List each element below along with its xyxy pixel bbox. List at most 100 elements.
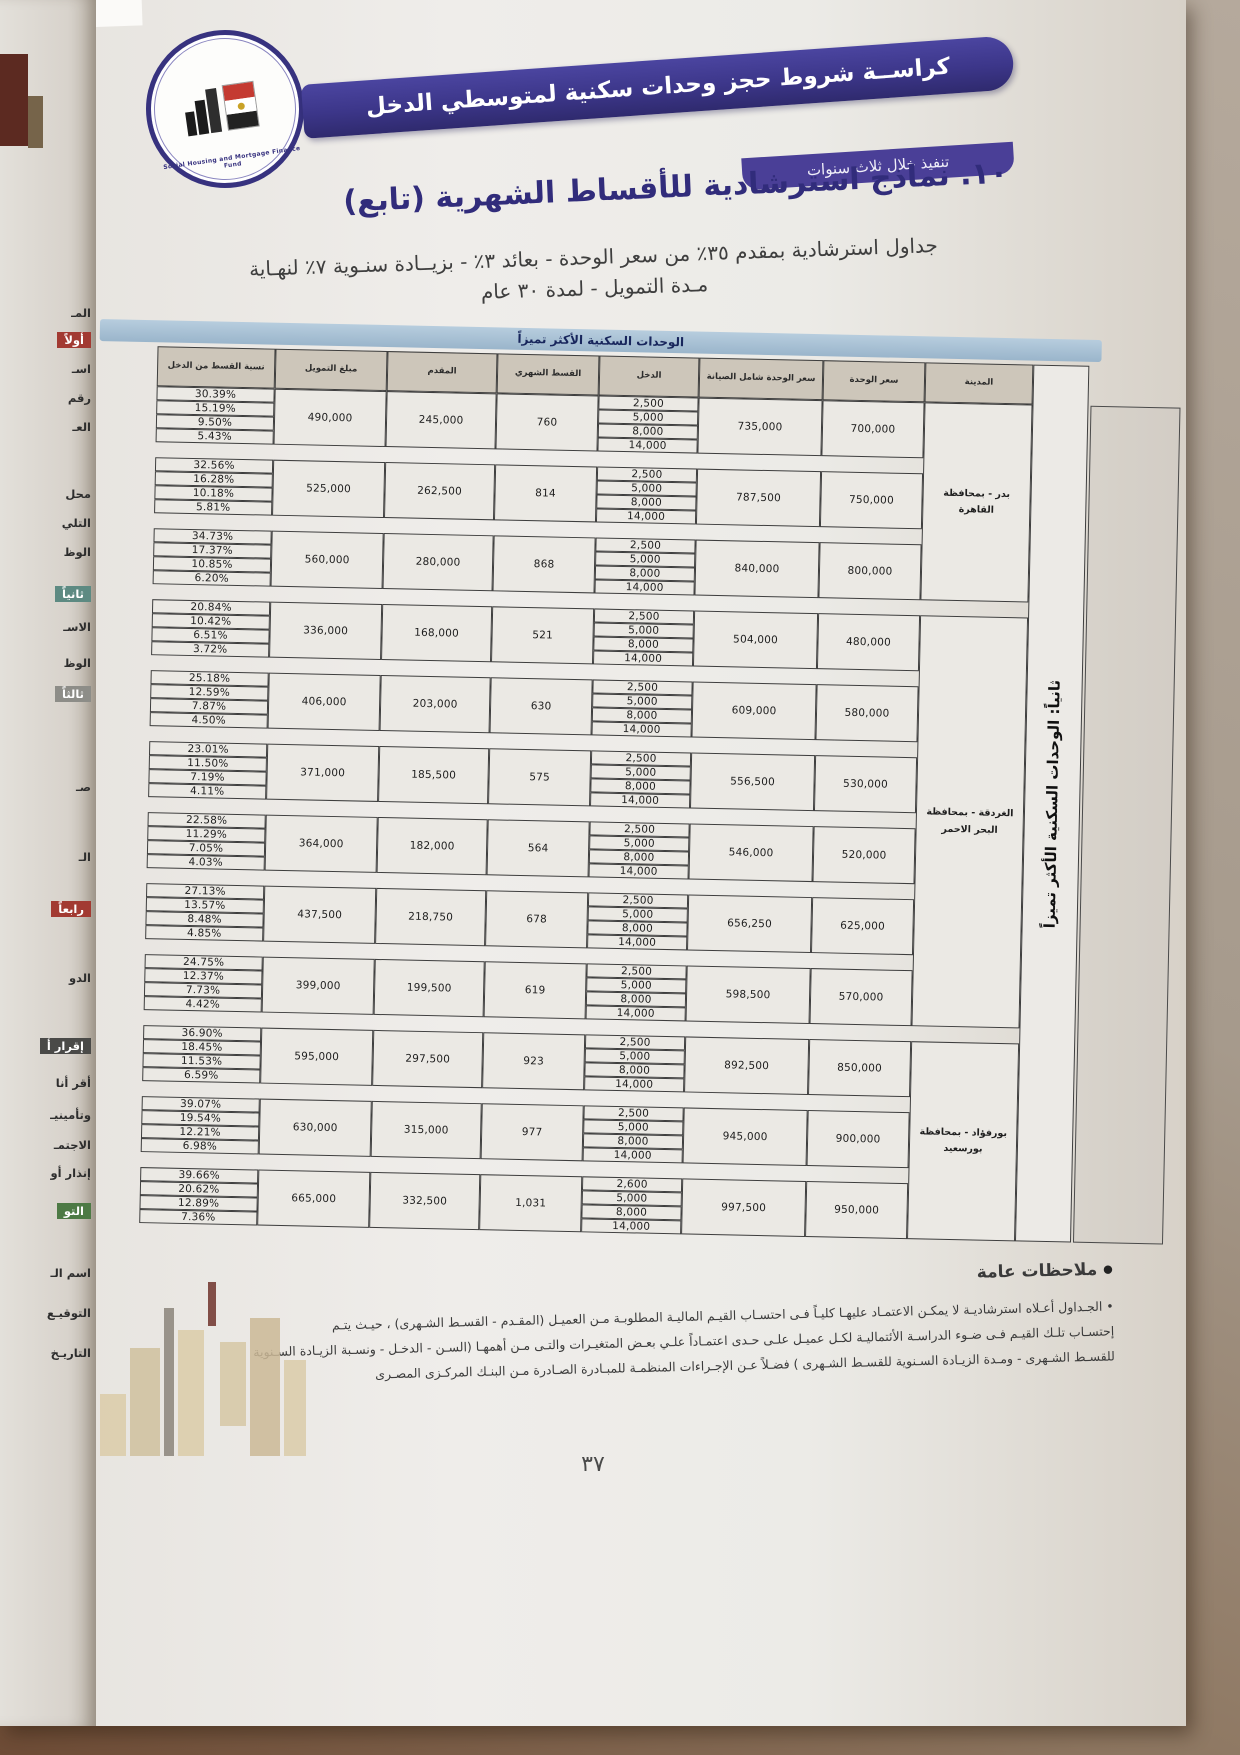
unit-price-cell: 900,000: [806, 1110, 910, 1169]
city-cell: بورفؤاد - بمحافظة بورسعيد: [907, 1041, 1020, 1242]
prev-page-text-fragment: إنذار أو: [50, 1166, 91, 1180]
income-cell: 14,000: [592, 650, 694, 667]
down-payment-cell: 199,500: [373, 958, 485, 1018]
bullet-icon: ●: [1102, 1262, 1113, 1276]
prev-page-text-fragment: الدو: [68, 971, 91, 985]
egypt-flag-icon: [221, 80, 260, 131]
down-payment-cell: 203,000: [379, 674, 491, 734]
buildings-icon: [185, 111, 198, 137]
installment-ratio-cell: 3.72%: [151, 641, 270, 658]
price-with-maintenance-cell: 609,000: [691, 681, 817, 741]
monthly-installment-cell: 923: [482, 1032, 586, 1091]
price-with-maintenance-cell: 997,500: [681, 1178, 807, 1237]
shmff-logo: Social Housing and Mortgage Finance Fund: [135, 19, 315, 199]
income-cell: 14,000: [587, 934, 688, 951]
installment-ratio-cell: 4.85%: [145, 925, 264, 942]
installment-ratio-cell: 5.81%: [154, 499, 273, 516]
prev-page-text-fragment: التوقيـع: [46, 1306, 91, 1320]
funding-amount-cell: 595,000: [260, 1027, 374, 1086]
section-strip-label: ثانياً: الوحدات السكنية الأكثر تميزاً: [1040, 679, 1064, 928]
column-header: المقدم: [386, 351, 498, 394]
down-payment-cell: 297,500: [372, 1029, 484, 1089]
unit-price-cell: 800,000: [818, 542, 922, 601]
previous-page-edge: المـ أولاً اسـ رقم العـ محل التلي الوظ ثانياً الا…: [0, 0, 96, 1726]
city-cell: بدر - بمحافظة القاهرة: [920, 402, 1033, 603]
down-payment-cell: 245,000: [385, 391, 497, 450]
installment-ratio-cell: 4.03%: [146, 854, 265, 871]
prev-page-text-fragment: وتأمينيـ: [50, 1108, 91, 1122]
down-payment-cell: 315,000: [370, 1100, 482, 1160]
prev-page-text-fragment: الوظ: [63, 545, 91, 559]
income-cell: 14,000: [591, 721, 692, 738]
prev-page-text-fragment: اسـ: [71, 362, 91, 376]
down-payment-cell: 218,750: [375, 887, 487, 947]
funding-amount-cell: 525,000: [272, 459, 386, 519]
income-cell: 14,000: [594, 579, 695, 596]
monthly-installment-cell: 630: [489, 677, 593, 736]
buildings-watermark: [220, 1342, 246, 1426]
unit-price-cell: 580,000: [815, 684, 919, 743]
prev-page-text-fragment: التو: [56, 1203, 91, 1219]
funding-amount-cell: 371,000: [266, 743, 380, 802]
table-description: جداول استرشادية بمقدم ٣٥٪ من سعر الوحدة …: [143, 226, 1045, 319]
prev-page-text-fragment: ثانياً: [55, 586, 91, 602]
down-payment-cell: 332,500: [369, 1171, 481, 1231]
edge-color-block: [28, 96, 43, 148]
column-header: سعر الوحدة: [822, 360, 926, 403]
income-cell: 14,000: [581, 1218, 682, 1235]
column-header: مبلغ التمويل: [274, 348, 388, 392]
income-cell: 14,000: [597, 437, 698, 454]
unit-price-cell: 570,000: [809, 968, 913, 1027]
unit-price-cell: 700,000: [821, 400, 925, 459]
column-header: الدخل: [598, 355, 700, 398]
prev-page-text-fragment: أقر أنا: [55, 1076, 91, 1090]
prev-page-text-fragment: أولاً: [57, 332, 91, 348]
price-with-maintenance-cell: 556,500: [689, 752, 816, 812]
funding-amount-cell: 364,000: [264, 814, 378, 873]
down-payment-cell: 182,000: [376, 816, 488, 876]
funding-amount-cell: 437,500: [263, 885, 377, 944]
price-with-maintenance-cell: 787,500: [695, 468, 822, 528]
document-page: المـ أولاً اسـ رقم العـ محل التلي الوظ ثانياً الا…: [0, 0, 1186, 1726]
buildings-watermark: [130, 1348, 160, 1456]
buildings-watermark: [164, 1308, 174, 1456]
prev-page-text-fragment: الوظ: [63, 656, 91, 670]
prev-page-text-fragment: الاسـ: [63, 620, 91, 634]
monthly-installment-cell: 521: [491, 606, 595, 665]
funding-amount-cell: 630,000: [258, 1098, 372, 1157]
price-with-maintenance-cell: 735,000: [697, 397, 823, 457]
monthly-installment-cell: 575: [488, 748, 592, 807]
income-cell: 14,000: [585, 1005, 686, 1022]
unit-price-cell: 480,000: [816, 613, 921, 672]
column-header: المدينة: [924, 362, 1034, 405]
income-cell: 14,000: [590, 792, 691, 809]
buildings-watermark: [208, 1282, 216, 1326]
prev-page-text-fragment: رقم: [67, 391, 91, 405]
price-with-maintenance-cell: 892,500: [684, 1036, 810, 1096]
logo-emblem: Social Housing and Mortgage Finance Fund: [141, 25, 308, 192]
down-payment-cell: 168,000: [381, 603, 493, 663]
funding-amount-cell: 665,000: [257, 1169, 371, 1228]
prev-page-text-fragment: العـ: [72, 420, 91, 434]
installment-ratio-cell: 7.36%: [139, 1209, 258, 1226]
funding-amount-cell: 399,000: [261, 956, 375, 1015]
installment-ratio-cell: 6.98%: [140, 1138, 259, 1155]
buildings-watermark: [100, 1394, 126, 1456]
monthly-installment-cell: 619: [483, 961, 587, 1020]
income-cell: 14,000: [582, 1147, 683, 1164]
down-payment-cell: 185,500: [378, 745, 490, 805]
unit-price-cell: 850,000: [808, 1039, 912, 1098]
price-with-maintenance-cell: 504,000: [692, 610, 819, 670]
header-banner: كراســة شروط حجز وحدات سكنية لمتوسطي الد…: [300, 35, 1016, 139]
monthly-installment-cell: 1,031: [479, 1174, 583, 1233]
installment-ratio-cell: 4.50%: [149, 712, 268, 729]
funding-amount-cell: 560,000: [270, 530, 384, 589]
price-with-maintenance-cell: 656,250: [687, 894, 813, 954]
logo-ring-text: Social Housing and Mortgage Finance Fund: [162, 144, 301, 172]
income-cell: 14,000: [595, 508, 697, 525]
installment-ratio-cell: 6.20%: [152, 570, 271, 587]
prev-page-text-fragment: رابعاً: [51, 901, 91, 917]
prev-page-text-fragment: التاريـخ: [50, 1346, 91, 1360]
price-with-maintenance-cell: 598,500: [685, 965, 811, 1025]
